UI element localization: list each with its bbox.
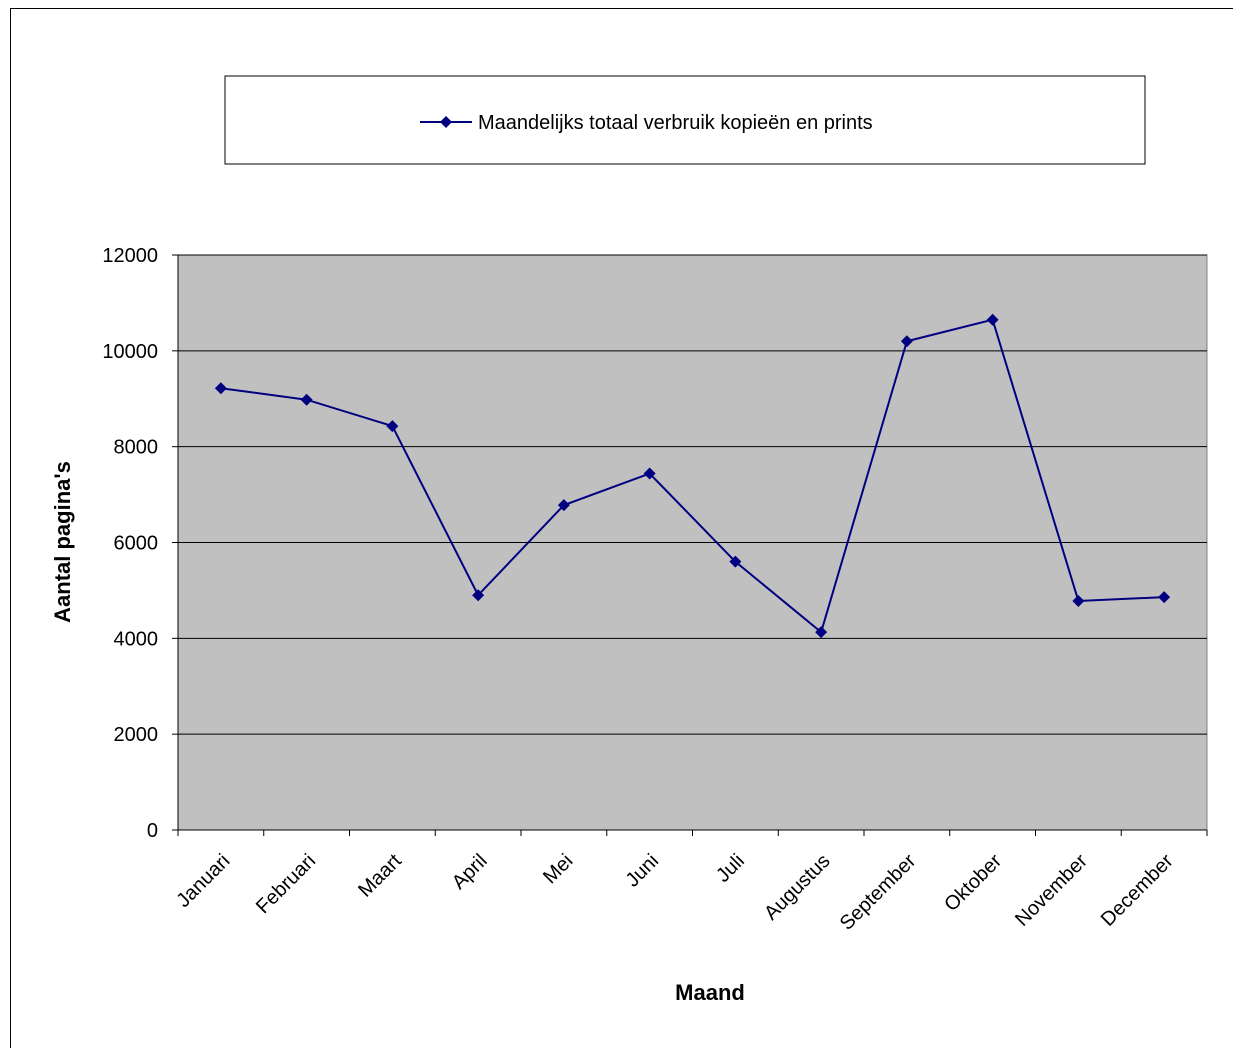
- data-point-marker: [900, 335, 913, 348]
- x-tick-label: November: [1011, 850, 1092, 931]
- legend-box: [224, 75, 1146, 165]
- data-point-marker: [729, 555, 742, 568]
- y-tick-label: 8000: [114, 437, 159, 459]
- legend: Maandelijks totaal verbruik kopieën en p…: [224, 75, 1146, 165]
- data-point-marker: [1158, 591, 1171, 604]
- x-tick-label: September: [836, 850, 921, 935]
- x-tick-label: December: [1097, 850, 1178, 931]
- y-tick-label: 12000: [102, 245, 158, 267]
- series-line: [220, 318, 1165, 634]
- data-point-marker: [386, 420, 399, 433]
- axes: [172, 254, 1208, 836]
- data-point-marker: [300, 393, 313, 406]
- y-tick-label: 6000: [114, 533, 159, 555]
- y-tick-label: 10000: [102, 341, 158, 363]
- data-point-marker: [1072, 594, 1085, 607]
- legend-series-label: Maandelijks totaal verbruik kopieën en p…: [478, 112, 873, 134]
- gridlines: [178, 254, 1207, 735]
- data-point-marker: [214, 382, 227, 395]
- data-point-marker: [815, 626, 828, 639]
- x-tick-labels: Januari Februari Maart April Mei Juni Juli Augu…: [172, 850, 1177, 935]
- y-tick-labels: 0 2000 4000 6000 8000 10000 12000: [102, 245, 158, 842]
- legend-diamond-icon: [440, 116, 452, 128]
- y-tick-label: 2000: [114, 724, 159, 746]
- x-tick-label: Mei: [539, 850, 577, 888]
- chart-frame: [10, 8, 1233, 1048]
- x-tick-label: Oktober: [940, 850, 1006, 916]
- data-point-marker: [472, 589, 485, 602]
- x-tick-label: April: [448, 850, 492, 894]
- series-maandelijks-totaal: [214, 313, 1171, 639]
- x-tick-label: Juli: [712, 850, 749, 887]
- y-tick-label: 0: [147, 820, 158, 842]
- y-tick-label: 4000: [114, 628, 159, 650]
- x-tick-label: Februari: [252, 850, 320, 918]
- x-tick-label: Maart: [354, 850, 406, 902]
- x-tick-label: Januari: [172, 850, 234, 912]
- data-point-marker: [643, 467, 656, 480]
- data-point-marker: [986, 313, 999, 326]
- y-axis-title: Aantal pagina's: [50, 461, 75, 623]
- x-tick-label: Augustus: [760, 850, 835, 925]
- x-tick-label: Juni: [622, 850, 664, 892]
- x-axis-title: Maand: [675, 980, 745, 1005]
- data-point-marker: [557, 499, 570, 512]
